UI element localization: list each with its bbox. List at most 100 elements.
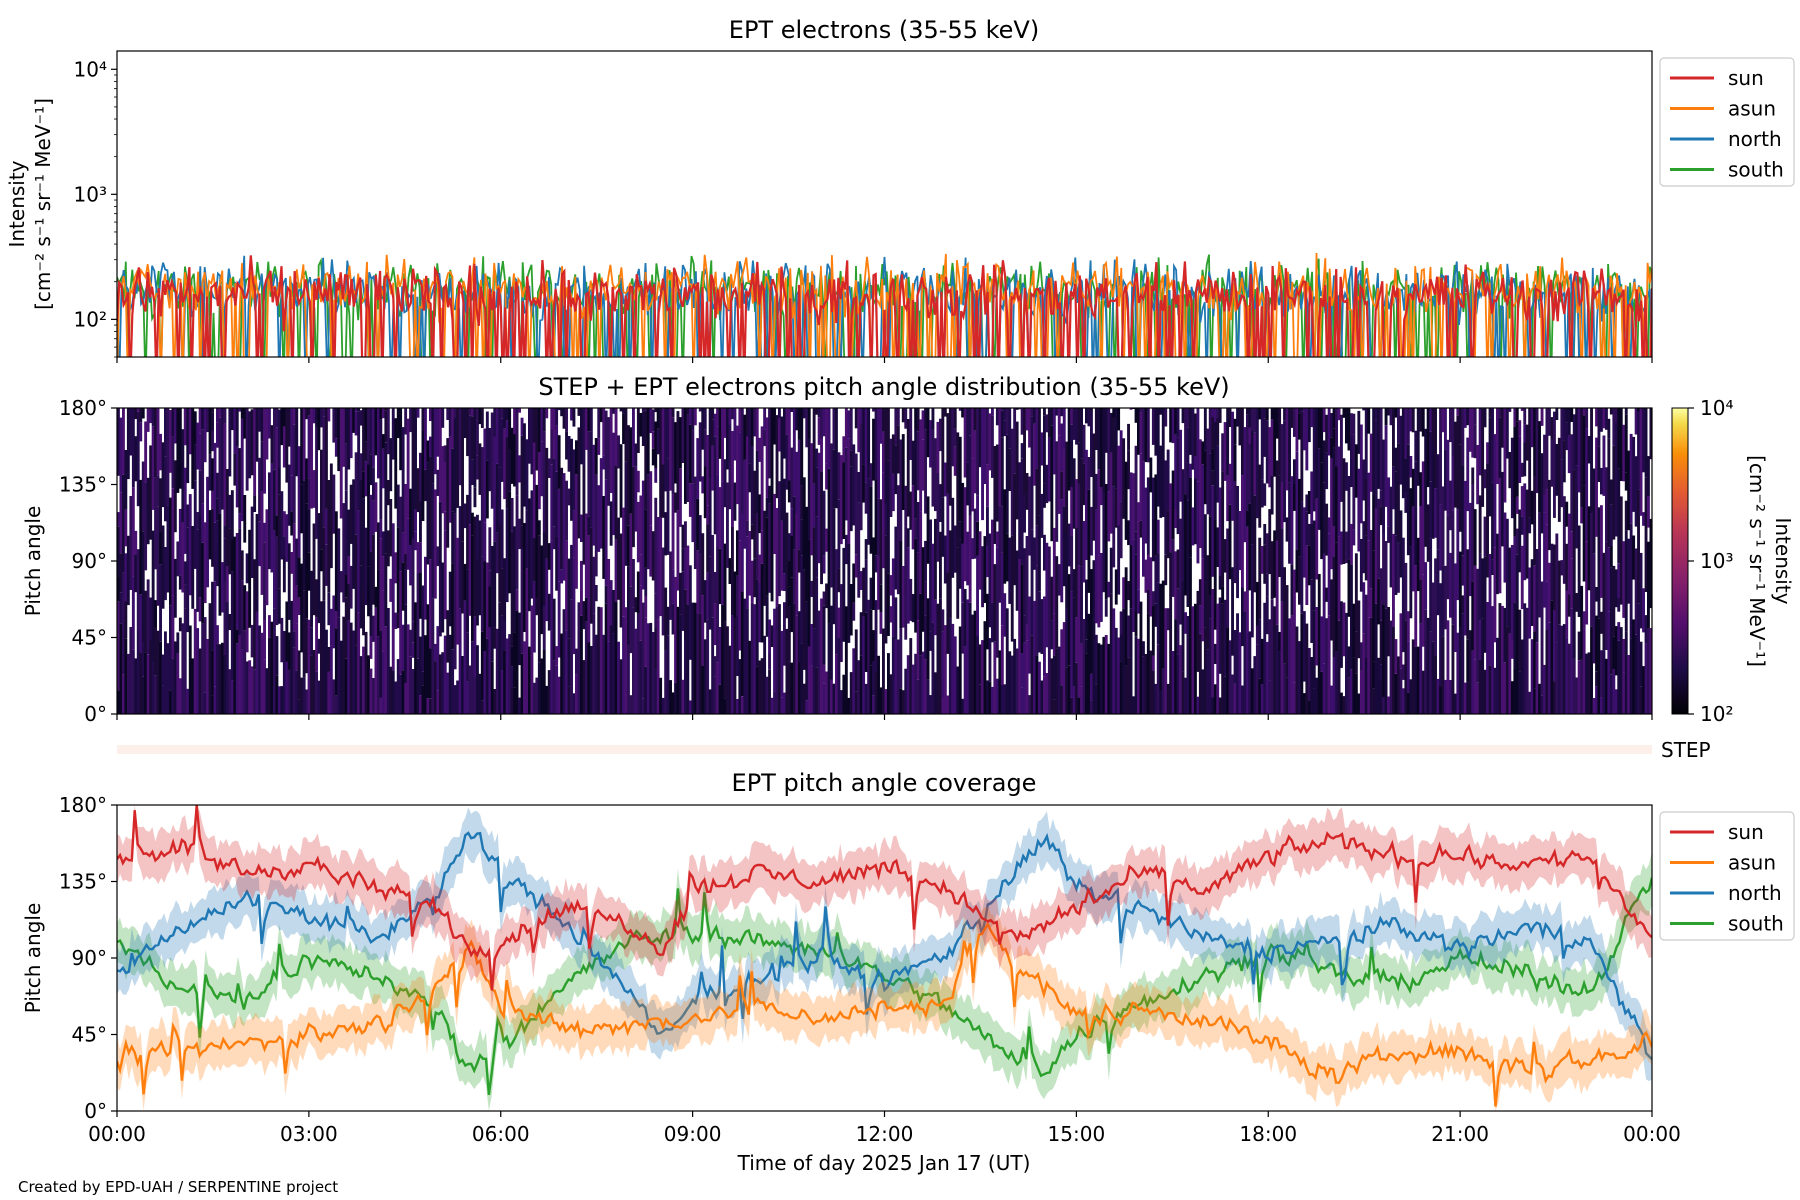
heat-cell [1265,573,1269,597]
heat-cell [770,697,774,714]
heat-cell [1515,608,1519,714]
heat-cell [1609,546,1613,568]
heat-cell [1327,517,1331,534]
heat-cell [347,408,351,470]
heat-cell [1550,439,1554,487]
heat-cell [206,639,209,714]
heat-cell [1609,408,1613,415]
heat-cell [537,408,541,452]
heat-cell [896,485,900,595]
heat-cell [290,511,294,536]
heat-cell [265,509,269,606]
heat-cell [151,426,155,510]
heat-cell [1478,495,1482,554]
heat-cell [1476,682,1480,714]
heat-cell [874,479,878,556]
heat-cell [589,408,593,432]
heat-cell [1451,510,1455,625]
heat-cell [1213,684,1217,714]
heat-cell [1201,669,1205,714]
heat-cell [1213,408,1217,422]
heat-cell [1035,468,1039,526]
heat-cell [599,607,603,714]
heat-cell [347,556,351,584]
heat-cell [1389,408,1393,426]
heat-cell [708,556,712,630]
heat-cell [805,506,809,602]
heat-cell [674,682,677,714]
heat-cell [537,535,541,609]
heat-cell [1005,534,1009,582]
heat-cell [480,700,484,714]
heat-cell [448,634,452,714]
heat-cell [225,566,229,602]
heat-cell [1483,469,1487,489]
heat-cell [674,422,677,484]
heat-cell [495,628,499,714]
heat-cell [1263,544,1267,584]
heat-cell [505,420,509,438]
panel1-title: EPT electrons (35-55 keV) [729,16,1039,44]
heat-cell [1627,655,1631,714]
heat-cell [287,464,291,526]
heat-cell [560,467,564,570]
heat-cell [290,600,294,714]
heat-cell [1253,656,1257,714]
heat-cell [738,540,742,651]
heat-cell [713,413,717,437]
heat-cell [1300,613,1304,714]
heat-cell [1028,596,1031,674]
heat-cell [753,470,757,559]
heat-cell [765,517,769,596]
heat-cell [659,517,663,617]
heat-cell [810,443,814,556]
heat-cell [830,679,833,714]
heat-cell [839,455,843,545]
heat-cell [1446,439,1450,516]
heat-cell [896,425,900,474]
heat-cell [1186,427,1190,500]
heat-cell [347,620,351,714]
heat-cell [1263,418,1267,457]
heat-cell [1434,408,1437,489]
heat-cell [914,429,918,519]
heat-cell [1550,417,1554,440]
heat-cell [953,525,957,573]
heat-cell [842,436,846,463]
heat-cell [1473,509,1477,566]
heat-cell [1023,642,1026,714]
heat-cell [505,408,509,421]
heat-cell [478,443,482,495]
heat-cell [550,630,554,714]
heat-cell [1421,461,1425,575]
heat-cell [584,597,588,622]
heat-cell [1094,634,1098,685]
heat-cell [374,482,378,532]
heat-cell [461,656,464,714]
heat-cell [1310,523,1314,580]
heat-cell [1127,581,1130,601]
heat-cell [139,652,143,714]
heat-cell [807,438,811,540]
heat-cell [1226,627,1230,714]
heat-cell [216,498,219,521]
heat-cell [233,453,237,486]
heat-cell [671,603,675,635]
heat-cell [523,523,526,632]
heat-cell [1453,693,1457,714]
heat-cell [1399,668,1403,714]
heat-cell [1156,644,1160,714]
heat-cell [800,485,804,519]
heat-cell [931,429,935,507]
heat-cell [995,678,999,714]
heat-cell [1218,575,1222,590]
heat-cell [1114,569,1118,605]
heat-cell [154,600,157,627]
heat-cell [857,502,861,598]
heat-cell [745,436,749,521]
heat-cell [1570,558,1574,609]
heat-cell [1466,408,1470,426]
heat-cell [230,571,234,681]
heat-cell [159,641,162,714]
heat-cell [270,463,274,573]
